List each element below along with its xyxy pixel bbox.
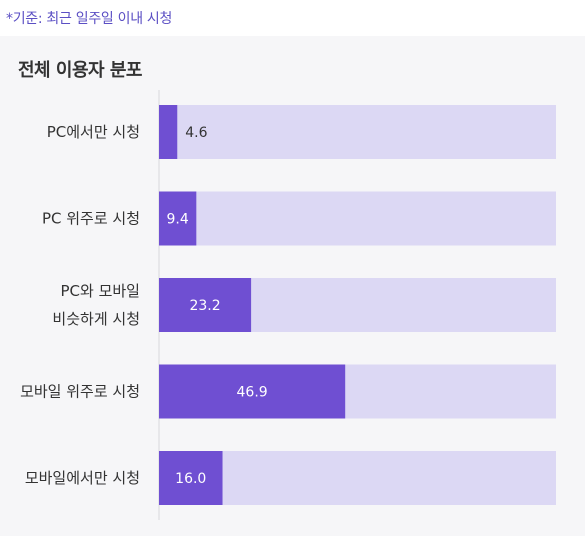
- bar-value-label: 46.9: [237, 385, 268, 401]
- bar-track: [159, 191, 556, 246]
- chart-title: 전체 이용자 분포: [18, 60, 142, 81]
- bar-value-label: 9.4: [167, 212, 189, 228]
- bar: [159, 451, 223, 505]
- category-label: PC 위주로 시청: [42, 210, 140, 228]
- bar-value-label: 16.0: [175, 471, 206, 487]
- bar-track: [159, 451, 556, 505]
- category-label: PC와 모바일: [61, 282, 141, 300]
- category-label: 모바일에서만 시청: [25, 469, 140, 487]
- category-label: 비슷하게 시청: [52, 310, 140, 328]
- category-label: PC에서만 시청: [47, 123, 140, 141]
- category-label: 모바일 위주로 시청: [20, 383, 140, 401]
- bar-track: [159, 105, 556, 159]
- bar: [159, 278, 252, 332]
- bar-value-label: 23.2: [189, 298, 220, 314]
- bar-value-label: 4.6: [185, 125, 207, 141]
- bar: [159, 105, 178, 159]
- criteria-note: *기준: 최근 일주일 이내 시청: [6, 11, 173, 27]
- bar: [159, 191, 197, 246]
- bar: [159, 364, 346, 419]
